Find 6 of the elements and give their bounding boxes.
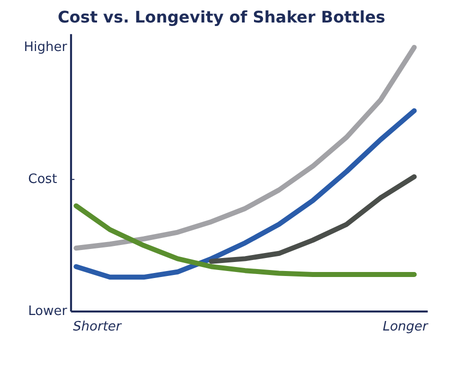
text: Shorter <box>73 320 123 335</box>
y-axis-title: Cost <box>28 172 58 187</box>
text: Higher <box>24 40 68 55</box>
text: Longer <box>382 320 430 335</box>
text: Lower <box>28 304 68 320</box>
chart-title: Cost vs. Longevity of Shaker Bottles <box>58 8 386 26</box>
